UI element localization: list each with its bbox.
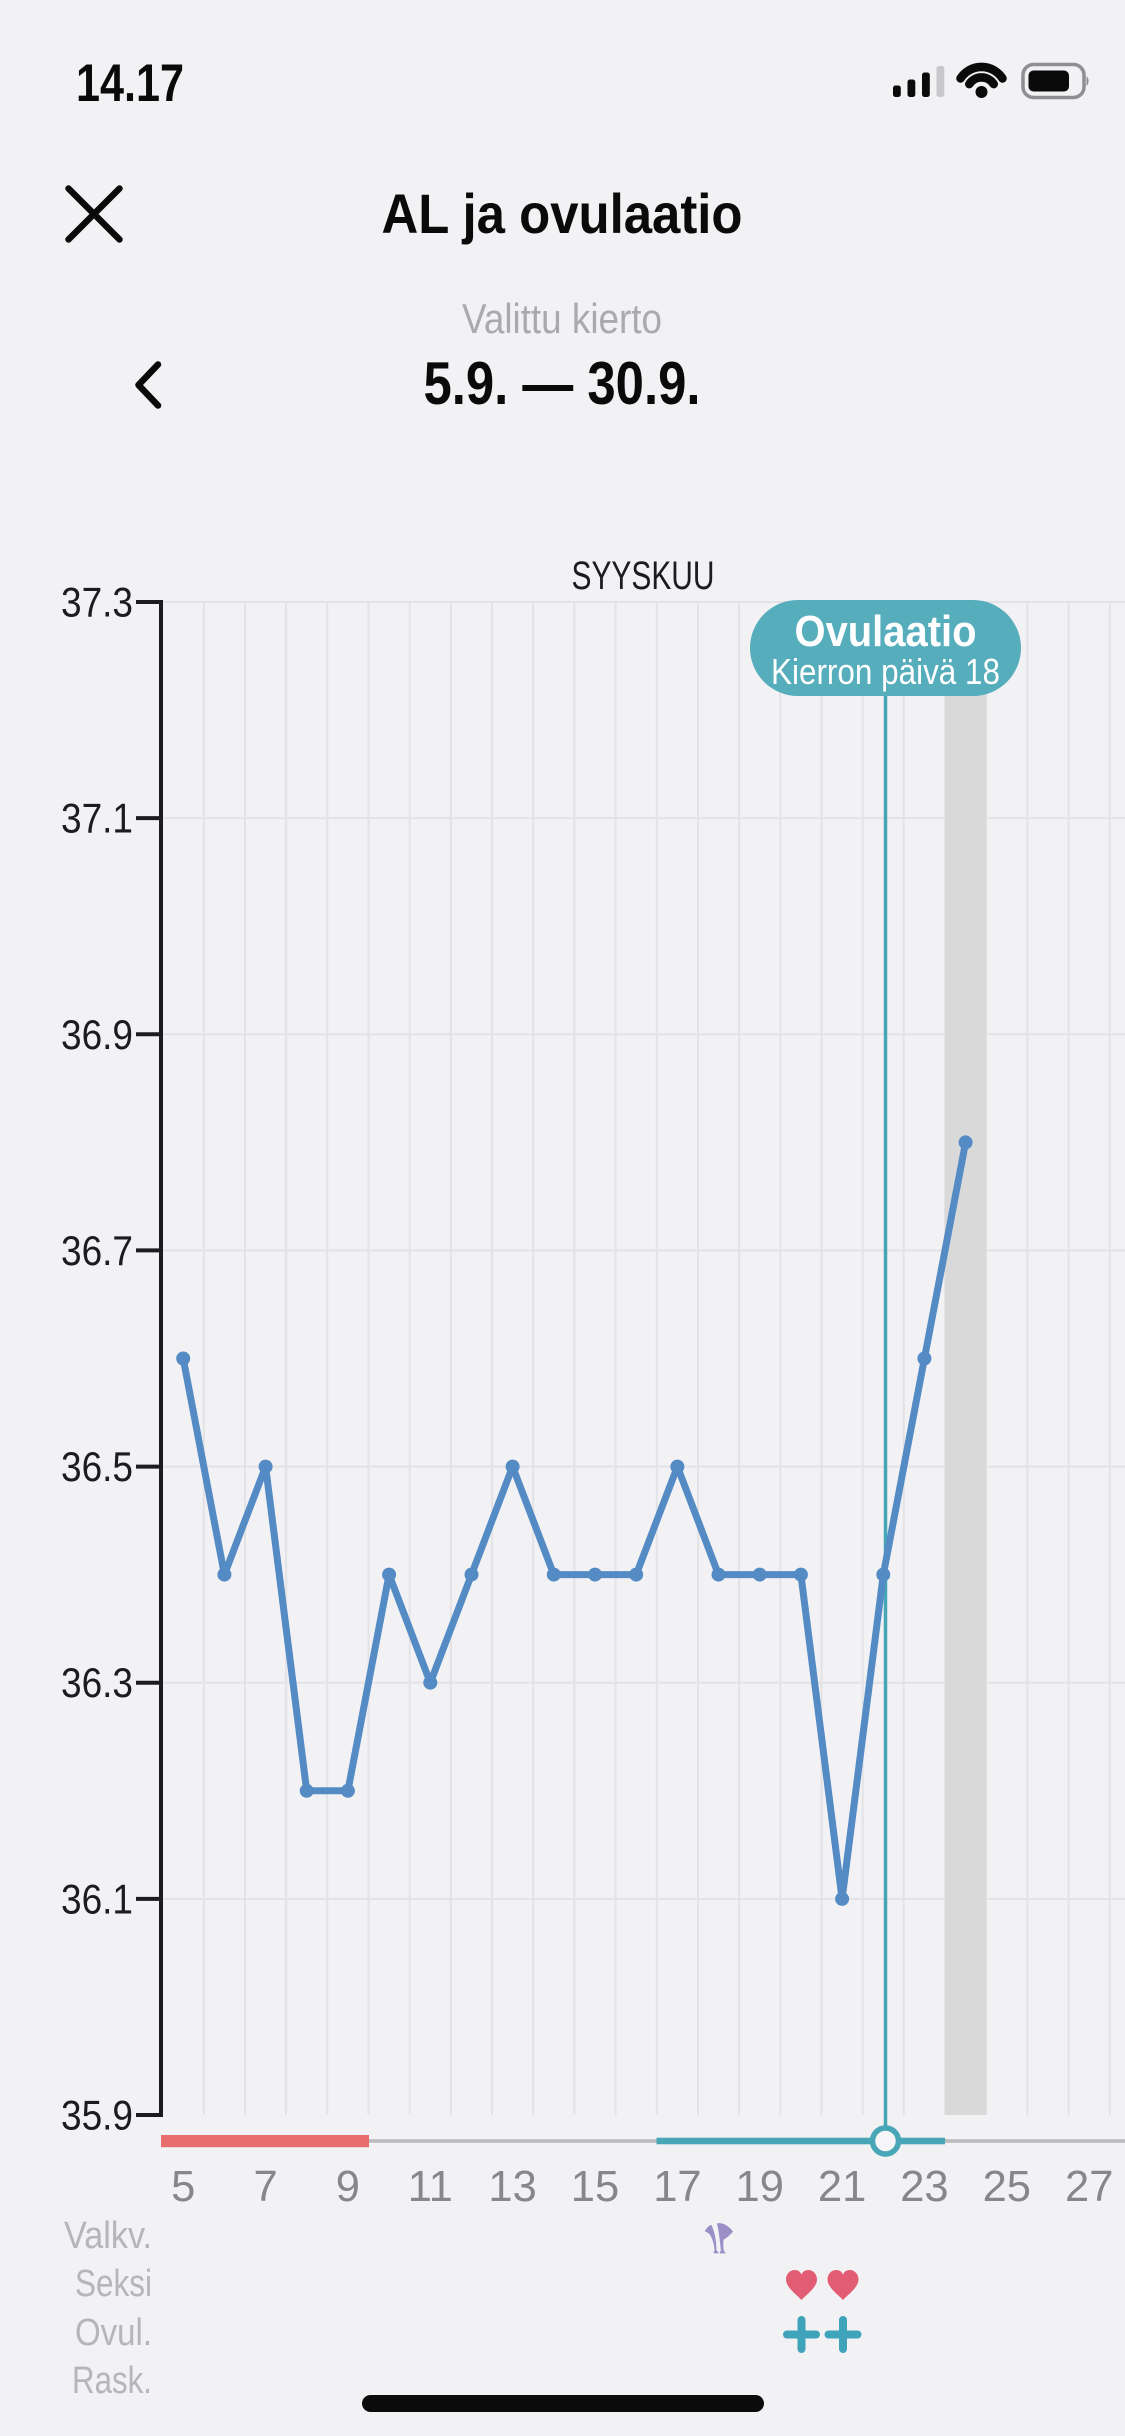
svg-text:27: 27 [1065,2163,1113,2211]
svg-text:Seksi: Seksi [75,2263,152,2305]
svg-text:36.5: 36.5 [61,1443,133,1490]
svg-text:15: 15 [571,2163,619,2211]
svg-text:5: 5 [171,2163,195,2211]
svg-text:23: 23 [900,2163,948,2211]
svg-text:Valkv.: Valkv. [64,2215,152,2257]
svg-text:36.9: 36.9 [61,1011,133,1058]
svg-text:17: 17 [653,2163,701,2211]
svg-text:SYYSKUU: SYYSKUU [572,554,715,598]
svg-text:37.1: 37.1 [61,795,133,842]
svg-text:5.9. — 30.9.: 5.9. — 30.9. [424,350,701,417]
svg-text:AL ja ovulaatio: AL ja ovulaatio [382,182,743,245]
svg-text:Ovul.: Ovul. [75,2312,152,2354]
svg-text:19: 19 [736,2163,784,2211]
svg-text:9: 9 [336,2163,360,2211]
svg-text:Ovulaatio: Ovulaatio [795,607,977,656]
svg-text:11: 11 [408,2163,453,2211]
svg-text:36.1: 36.1 [61,1875,133,1922]
svg-text:37.3: 37.3 [61,579,133,626]
svg-text:Valittu kierto: Valittu kierto [462,295,662,342]
svg-text:21: 21 [818,2163,866,2211]
svg-text:35.9: 35.9 [61,2092,133,2139]
svg-text:13: 13 [488,2163,536,2211]
svg-text:36.7: 36.7 [61,1227,133,1274]
svg-text:Kierron päivä 18: Kierron päivä 18 [771,651,1000,692]
svg-text:7: 7 [253,2163,277,2211]
svg-text:36.3: 36.3 [61,1659,133,1706]
svg-text:25: 25 [983,2163,1031,2211]
svg-text:14.17: 14.17 [76,54,184,113]
svg-text:Rask.: Rask. [72,2360,152,2402]
